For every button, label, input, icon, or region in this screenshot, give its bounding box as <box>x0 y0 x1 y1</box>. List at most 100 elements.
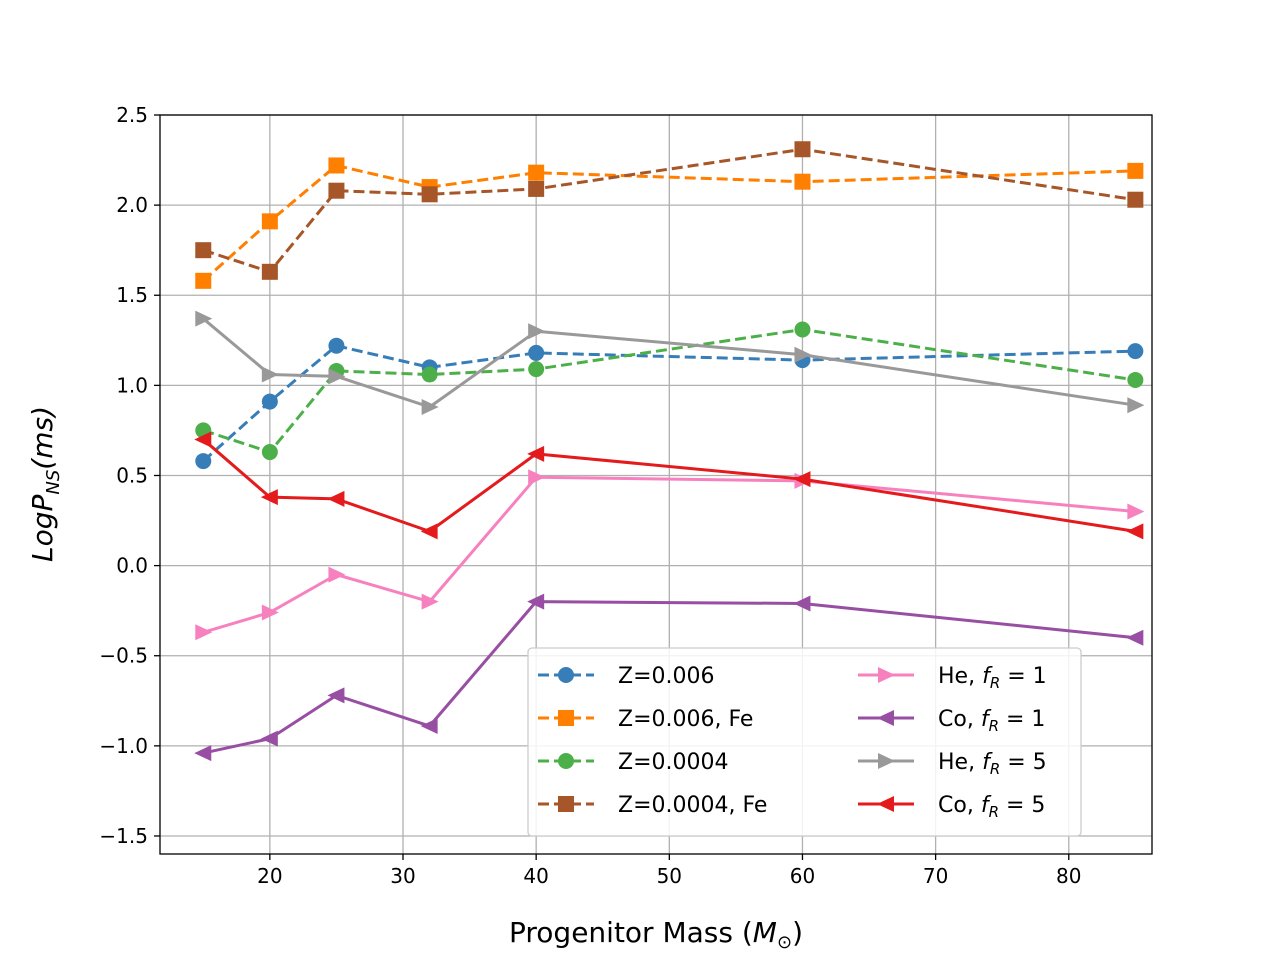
series-8 <box>194 431 1144 540</box>
data-point <box>327 490 345 507</box>
legend-item: Z=0.0004 <box>538 750 728 775</box>
data-point <box>793 471 811 488</box>
data-point <box>1127 343 1144 360</box>
x-axis-label: Progenitor Mass (M⊙) <box>509 916 803 953</box>
data-point <box>1127 371 1144 388</box>
legend-item: He, fR = 5 <box>858 750 1047 778</box>
data-point <box>195 310 213 327</box>
data-point <box>527 445 545 462</box>
data-point <box>421 186 438 203</box>
y-tick-label: 1.0 <box>116 373 148 397</box>
series-4 <box>195 141 1144 280</box>
data-point <box>1127 397 1145 414</box>
y-tick-label: 0.0 <box>116 554 148 578</box>
legend-marker <box>558 710 574 726</box>
legend-label: Z=0.0004, Fe <box>618 793 767 818</box>
data-point <box>1126 629 1144 646</box>
data-point <box>328 157 345 174</box>
legend-item: Z=0.0004, Fe <box>538 793 767 818</box>
y-tick-label: −1.5 <box>99 824 148 848</box>
legend-item: Z=0.006 <box>538 664 715 689</box>
data-point <box>794 346 812 363</box>
x-tick-label: 50 <box>657 864 682 888</box>
plot-frame <box>159 114 1153 855</box>
legend-marker <box>878 753 895 769</box>
ticks: 20 30 40 50 60 70 80 −1.5 −1.0 −0.5 0.0 0.5 1.0 1.5 2.… <box>99 103 1081 888</box>
data-point <box>195 272 212 289</box>
x-tick-label: 40 <box>523 864 548 888</box>
x-tick-label: 30 <box>390 864 415 888</box>
data-point <box>328 182 345 199</box>
legend-marker <box>558 796 574 812</box>
legend-box <box>527 647 1082 837</box>
data-point <box>195 624 213 641</box>
data-point <box>793 595 811 612</box>
legend-label: He, fR = 5 <box>938 750 1047 778</box>
data-point <box>194 431 212 448</box>
data-point <box>421 593 439 610</box>
data-point <box>195 242 212 259</box>
y-tick-label: −0.5 <box>99 644 148 668</box>
y-tick-label: 1.5 <box>116 283 148 307</box>
data-point <box>528 361 545 378</box>
data-point <box>420 523 438 540</box>
data-point <box>528 469 546 486</box>
data-point <box>420 718 438 735</box>
x-tick-label: 80 <box>1056 864 1081 888</box>
data-point <box>794 141 811 158</box>
data-point <box>528 323 546 340</box>
data-point <box>528 180 545 197</box>
y-tick-label: 2.5 <box>116 103 148 127</box>
legend: Z=0.006 Z=0.006, Fe Z=0.0004 Z=0.0004, Fe He… <box>527 647 1082 837</box>
legend-item: Z=0.006, Fe <box>538 707 753 732</box>
data-point <box>1127 191 1144 208</box>
data-point <box>328 337 345 354</box>
data-point <box>261 444 278 461</box>
data-point <box>794 321 811 338</box>
data-point <box>421 398 439 415</box>
y-tick-label: 0.5 <box>116 463 148 487</box>
legend-label: Z=0.0004 <box>618 750 728 775</box>
legend-label: Z=0.006 <box>618 664 715 689</box>
data-point <box>1127 162 1144 179</box>
data-point <box>260 489 278 506</box>
data-point <box>261 213 278 230</box>
legend-label: Co, fR = 1 <box>938 707 1045 735</box>
data-point <box>328 566 346 583</box>
x-tick-label: 60 <box>790 864 815 888</box>
data-point <box>195 453 212 470</box>
y-axis-label: LogPNS(ms) <box>26 406 64 562</box>
data-point <box>1126 523 1144 540</box>
data-point <box>528 164 545 181</box>
data-point <box>528 344 545 361</box>
legend-label: He, fR = 1 <box>938 664 1047 692</box>
data-point <box>194 745 212 762</box>
x-tick-label: 70 <box>923 864 948 888</box>
data-point <box>421 366 438 383</box>
legend-marker <box>878 667 895 683</box>
y-tick-label: −1.0 <box>99 734 148 758</box>
legend-marker <box>877 796 894 812</box>
legend-label: Co, fR = 5 <box>938 793 1045 821</box>
legend-item: Co, fR = 5 <box>858 793 1045 821</box>
series-2 <box>195 157 1144 289</box>
legend-marker <box>558 667 574 683</box>
legend-item: Co, fR = 1 <box>858 707 1045 735</box>
series-6 <box>194 593 1144 762</box>
data-point <box>261 393 278 410</box>
y-tick-label: 2.0 <box>116 193 148 217</box>
data-point <box>261 366 279 383</box>
legend-label: Z=0.006, Fe <box>618 707 753 732</box>
x-tick-label: 20 <box>257 864 282 888</box>
legend-item: He, fR = 1 <box>858 664 1047 692</box>
data-point <box>261 604 279 621</box>
legend-marker <box>877 710 894 726</box>
series-7 <box>195 310 1145 415</box>
series-layer <box>194 141 1145 762</box>
data-point <box>260 730 278 747</box>
data-point <box>794 173 811 190</box>
data-point <box>261 263 278 280</box>
legend-marker <box>558 753 574 769</box>
data-point <box>327 687 345 704</box>
